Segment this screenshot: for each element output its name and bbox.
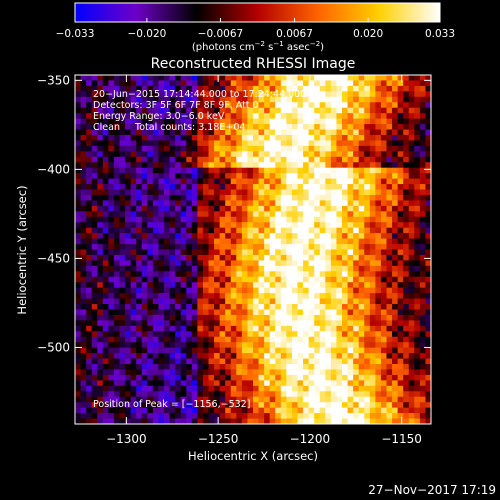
y-axis-label: Heliocentric Y (arcsec) — [15, 185, 29, 314]
x-tick-label: −1300 — [106, 432, 147, 446]
colorbar — [74, 2, 441, 23]
colorbar-tick-label: 0.0067 — [276, 28, 313, 40]
annotation-detectors: Detectors: 3F 5F 6F 7F 8F 9F, Att 0 — [93, 100, 259, 111]
y-tick-label: −400 — [37, 162, 70, 176]
peak-position-label: Position of Peak = [−1156,−532] — [93, 399, 250, 410]
chart-title: Reconstructed RHESSI Image — [151, 56, 356, 72]
y-tick-label: −500 — [37, 340, 70, 354]
axis-ticks: −1300 −1250 −1200 −1150 −500 −450 −400 −350 — [37, 73, 431, 446]
y-tick-label: −450 — [37, 251, 70, 265]
x-tick-label: −1150 — [381, 432, 422, 446]
colorbar-tick-label: −0.020 — [127, 28, 166, 40]
colorbar-tick-label: −0.0067 — [198, 28, 244, 40]
annotation-time: 20−Jun−2015 17:14:44.000 to 17:24:44.000 — [93, 89, 306, 100]
x-tick-label: −1200 — [290, 432, 331, 446]
x-tick-label: −1250 — [198, 432, 239, 446]
annotation-counts: Clean Total counts: 3.18E+04 — [93, 122, 245, 133]
plot-frame — [74, 74, 432, 425]
annotation-energy: Energy Range: 3.0−6.0 keV — [93, 111, 225, 122]
colorbar-tick-label: 0.020 — [353, 28, 383, 40]
colorbar-unit-label: (photons cm−2 s−1 asec−2) — [192, 40, 324, 53]
x-axis-label: Heliocentric X (arcsec) — [188, 449, 318, 463]
y-tick-label: −350 — [37, 73, 70, 87]
footer-date: 27−Nov−2017 17:19 — [368, 483, 496, 497]
colorbar-tick-label: 0.033 — [425, 28, 455, 40]
colorbar-tick-label: −0.033 — [56, 28, 95, 40]
colorbar-ticks: −0.033 −0.020 −0.0067 0.0067 0.020 0.033 — [56, 18, 455, 40]
heatmap-image — [75, 75, 431, 424]
